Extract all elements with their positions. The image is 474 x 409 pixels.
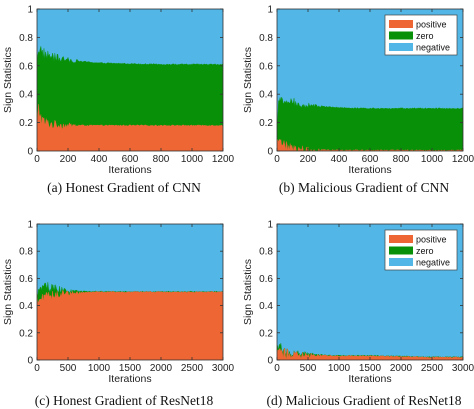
legend-entry-zero: zero (416, 246, 434, 256)
legend-entry-negative: negative (416, 43, 450, 53)
y-axis-label: Sign Statistics (2, 259, 14, 325)
y-tick-label: 1 (267, 220, 273, 231)
y-tick-label: 0.4 (19, 301, 33, 312)
legend-swatch-positive (389, 20, 413, 28)
x-tick-label: 3000 (212, 363, 235, 374)
chart-panel-2: 0 0.2 0.4 0.6 0.8 1 0 500 1000 1500 2000 2500 3000 It… (2, 220, 235, 409)
y-tick-label: 0.6 (19, 274, 33, 285)
y-axis-label: Sign Statistics (2, 47, 14, 113)
y-tick-label: 0.2 (19, 118, 33, 129)
chart-panel-0: 0 0.2 0.4 0.6 0.8 1 0 200 400 600 800 1000 1200 Itera… (2, 5, 235, 196)
x-tick-label: 400 (331, 154, 348, 165)
legend-swatch-zero (389, 31, 413, 40)
y-tick-label: 0.8 (259, 33, 273, 44)
x-tick-label: 1200 (212, 154, 235, 165)
x-tick-label: 1000 (88, 363, 111, 374)
x-tick-label: 2500 (421, 363, 444, 374)
x-tick-label: 1200 (452, 154, 474, 165)
y-tick-label: 0.2 (259, 328, 273, 339)
series-area-positive (37, 289, 223, 360)
series-area-negative (37, 224, 223, 297)
y-tick-label: 1 (267, 5, 273, 16)
x-tick-label: 200 (300, 154, 317, 165)
x-tick-label: 1000 (181, 154, 204, 165)
area-stack (37, 224, 223, 360)
legend-entry-negative: negative (416, 258, 450, 268)
legend-swatch-negative (389, 258, 413, 266)
legend-entry-zero: zero (416, 31, 434, 41)
legend-entry-positive: positive (416, 20, 447, 30)
y-axis-label: Sign Statistics (242, 259, 254, 325)
x-tick-label: 1500 (119, 363, 142, 374)
legend-entry-positive: positive (416, 235, 447, 245)
x-tick-label: 600 (122, 154, 139, 165)
y-tick-label: 0.6 (259, 274, 273, 285)
x-tick-label: 2000 (390, 363, 413, 374)
legend-swatch-negative (389, 43, 413, 51)
y-axis-label: Sign Statistics (242, 47, 254, 113)
x-tick-label: 0 (34, 154, 40, 165)
x-tick-label: 1500 (359, 363, 382, 374)
panel-caption: (c) Honest Gradient of ResNet18 (35, 393, 214, 408)
y-tick-label: 0 (27, 356, 33, 367)
y-tick-label: 0.8 (259, 247, 273, 258)
x-tick-label: 2000 (150, 363, 173, 374)
chart-panel-1: 0 0.2 0.4 0.6 0.8 1 0 200 400 600 800 1000 1200 Itera… (242, 5, 474, 196)
y-tick-label: 0.6 (19, 61, 33, 72)
y-tick-label: 0.4 (19, 90, 33, 101)
y-tick-label: 1 (27, 220, 33, 231)
x-axis-label: Iterations (108, 164, 151, 176)
y-tick-label: 1 (27, 5, 33, 16)
y-tick-label: 0 (267, 356, 273, 367)
chart-panel-3: 0 0.2 0.4 0.6 0.8 1 0 500 1000 1500 2000 2500 3000 It… (242, 220, 474, 409)
x-tick-label: 1000 (421, 154, 444, 165)
x-tick-label: 1000 (328, 363, 351, 374)
x-tick-label: 0 (274, 363, 280, 374)
legend-swatch-positive (389, 235, 413, 243)
area-stack (37, 9, 223, 151)
x-tick-label: 200 (60, 154, 77, 165)
x-axis-label: Iterations (108, 373, 151, 385)
y-tick-label: 0 (267, 147, 273, 158)
x-tick-label: 500 (60, 363, 77, 374)
y-tick-label: 0.8 (19, 247, 33, 258)
y-tick-label: 0.4 (259, 90, 273, 101)
x-tick-label: 800 (393, 154, 410, 165)
x-axis-label: Iterations (348, 164, 391, 176)
series-area-positive (37, 104, 223, 151)
x-tick-label: 0 (274, 154, 280, 165)
x-axis-label: Iterations (348, 373, 391, 385)
x-tick-label: 400 (91, 154, 108, 165)
x-tick-label: 500 (300, 363, 317, 374)
y-tick-label: 0.2 (19, 328, 33, 339)
legend-swatch-zero (389, 246, 413, 255)
panel-caption: (a) Honest Gradient of CNN (47, 180, 201, 195)
panel-caption: (b) Malicious Gradient of CNN (279, 180, 449, 195)
panel-caption: (d) Malicious Gradient of ResNet18 (267, 393, 462, 408)
x-tick-label: 600 (362, 154, 379, 165)
y-tick-label: 0 (27, 147, 33, 158)
series-area-negative (37, 9, 223, 66)
series-area-positive (277, 347, 463, 360)
y-tick-label: 0.8 (19, 33, 33, 44)
x-tick-label: 0 (34, 363, 40, 374)
y-tick-label: 0.6 (259, 61, 273, 72)
x-tick-label: 800 (153, 154, 170, 165)
y-tick-label: 0.4 (259, 301, 273, 312)
x-tick-label: 2500 (181, 363, 204, 374)
y-tick-label: 0.2 (259, 118, 273, 129)
x-tick-label: 3000 (452, 363, 474, 374)
